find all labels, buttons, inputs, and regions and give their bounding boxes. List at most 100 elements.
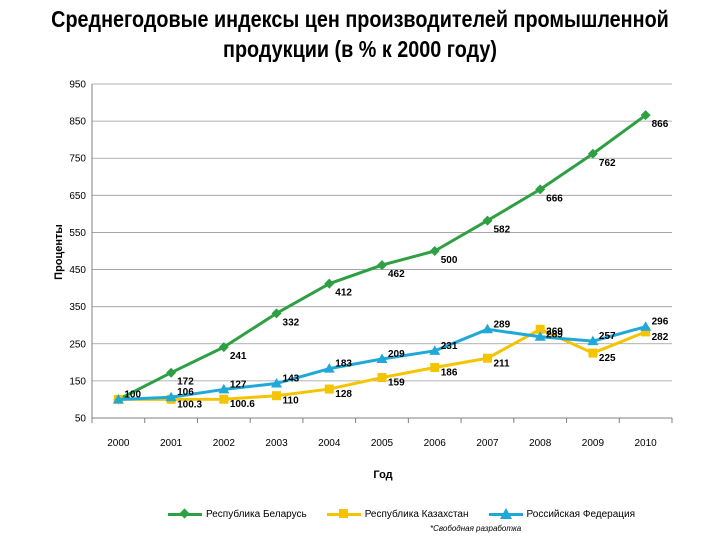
data-label: 186 bbox=[441, 368, 458, 379]
series-layer bbox=[112, 110, 652, 405]
legend-item-kazakhstan: Республика Казахстан bbox=[326, 508, 469, 520]
marker-diamond bbox=[587, 148, 598, 159]
marker-triangle bbox=[165, 391, 177, 402]
marker-square bbox=[641, 327, 651, 337]
marker-triangle bbox=[112, 393, 124, 404]
data-label: 412 bbox=[335, 288, 352, 299]
data-label: 110 bbox=[283, 396, 300, 407]
data-label: 100 bbox=[124, 389, 141, 400]
data-label: 462 bbox=[388, 269, 405, 280]
y-tick-label: 950 bbox=[69, 80, 86, 91]
x-axis-label: Год bbox=[373, 469, 392, 481]
y-tick-label: 350 bbox=[69, 302, 86, 313]
marker-diamond bbox=[640, 110, 651, 121]
data-label: 296 bbox=[652, 317, 669, 328]
x-tick-label: 2001 bbox=[160, 438, 183, 449]
marker-diamond bbox=[535, 184, 546, 195]
marker-diamond bbox=[377, 260, 387, 271]
data-label: 332 bbox=[283, 317, 300, 328]
data-label: 100.6 bbox=[230, 399, 255, 410]
series-1 bbox=[113, 324, 651, 404]
legend-label-belarus: Республика Беларусь bbox=[206, 508, 307, 520]
legend: Республика Беларусь Республика Казахстан… bbox=[168, 508, 635, 520]
marker-square bbox=[219, 394, 229, 404]
marker-triangle bbox=[587, 335, 599, 346]
x-tick-label: 2004 bbox=[318, 438, 341, 449]
footnote: *Свободная разработка bbox=[430, 524, 522, 533]
gridlines bbox=[92, 83, 672, 419]
data-label: 209 bbox=[388, 349, 405, 360]
data-label: 500 bbox=[441, 255, 458, 266]
data-label: 257 bbox=[599, 331, 616, 342]
marker-diamond bbox=[166, 367, 177, 378]
legend-label-russia: Российская Федерация bbox=[526, 508, 636, 520]
data-label: 225 bbox=[599, 353, 616, 364]
marker-diamond bbox=[218, 342, 229, 353]
legend-item-belarus: Республика Беларусь bbox=[168, 508, 307, 520]
marker-diamond bbox=[324, 278, 335, 289]
data-label: 106 bbox=[177, 387, 194, 398]
x-tick-label: 2008 bbox=[529, 438, 552, 449]
marker-triangle bbox=[376, 353, 388, 363]
data-label: 143 bbox=[283, 373, 300, 384]
legend-item-russia: Российская Федерация bbox=[488, 508, 636, 520]
data-label: 100.3 bbox=[177, 399, 202, 410]
data-label: 127 bbox=[230, 379, 247, 390]
y-tick-label: 550 bbox=[69, 228, 86, 239]
x-tick-label: 2002 bbox=[213, 438, 236, 449]
series-2 bbox=[112, 321, 652, 404]
y-tick-label: 750 bbox=[69, 154, 86, 165]
x-tick-label: 2003 bbox=[265, 438, 288, 449]
marker-square bbox=[535, 324, 545, 334]
x-tick-label: 2010 bbox=[635, 438, 658, 449]
marker-diamond bbox=[271, 308, 282, 319]
marker-triangle bbox=[218, 383, 230, 394]
y-axis-label: Проценты bbox=[53, 224, 65, 280]
marker-triangle bbox=[429, 345, 441, 355]
y-tick-label: 450 bbox=[69, 265, 86, 276]
series-line bbox=[118, 325, 647, 401]
y-tick-label: 250 bbox=[69, 339, 86, 350]
marker-triangle bbox=[640, 321, 652, 331]
data-label: 582 bbox=[493, 225, 510, 236]
y-tick-label: 50 bbox=[75, 414, 87, 425]
x-tick-label: 2007 bbox=[476, 438, 499, 449]
data-label: 159 bbox=[388, 378, 405, 389]
marker-triangle bbox=[271, 377, 283, 388]
legend-swatch-belarus bbox=[168, 508, 202, 520]
marker-square bbox=[324, 384, 334, 394]
legend-label-kazakhstan: Республика Казахстан bbox=[364, 508, 469, 520]
marker-square bbox=[482, 353, 492, 363]
marker-square bbox=[272, 391, 282, 401]
marker-triangle bbox=[481, 323, 493, 334]
data-label: 241 bbox=[230, 351, 247, 362]
marker-triangle bbox=[534, 331, 546, 341]
marker-diamond bbox=[482, 215, 493, 226]
marker-square bbox=[430, 363, 440, 373]
data-label: 231 bbox=[441, 341, 458, 352]
marker-square bbox=[377, 373, 387, 383]
data-label: 289 bbox=[493, 319, 510, 330]
y-tick-label: 850 bbox=[69, 117, 86, 128]
data-label: 269 bbox=[546, 327, 563, 338]
y-tick-label: 650 bbox=[69, 191, 86, 202]
data-label: 289 bbox=[546, 329, 563, 340]
data-label: 211 bbox=[493, 358, 510, 369]
data-label: 282 bbox=[652, 332, 669, 343]
chart-title: Среднегодовые индексы цен производителей… bbox=[51, 6, 669, 62]
data-label: 128 bbox=[335, 389, 352, 400]
data-label: 866 bbox=[652, 119, 669, 130]
series-0 bbox=[113, 110, 651, 405]
data-label: 762 bbox=[599, 158, 616, 169]
y-tick-label: 150 bbox=[69, 376, 86, 387]
data-labels: 172 241 332 412 462 500 582 666 762 866 100.3 100.6… bbox=[124, 119, 668, 410]
legend-swatch-russia bbox=[488, 508, 523, 520]
legend-swatch-kazakhstan bbox=[326, 508, 361, 520]
marker-diamond bbox=[429, 246, 440, 256]
axes: 50 150 250 350 450 550 650 750 850 950 2000 2001 200… bbox=[69, 80, 673, 449]
x-tick-label: 2006 bbox=[424, 438, 447, 449]
data-label: 666 bbox=[546, 193, 563, 204]
marker-triangle bbox=[323, 363, 335, 373]
x-tick-label: 2009 bbox=[582, 438, 605, 449]
